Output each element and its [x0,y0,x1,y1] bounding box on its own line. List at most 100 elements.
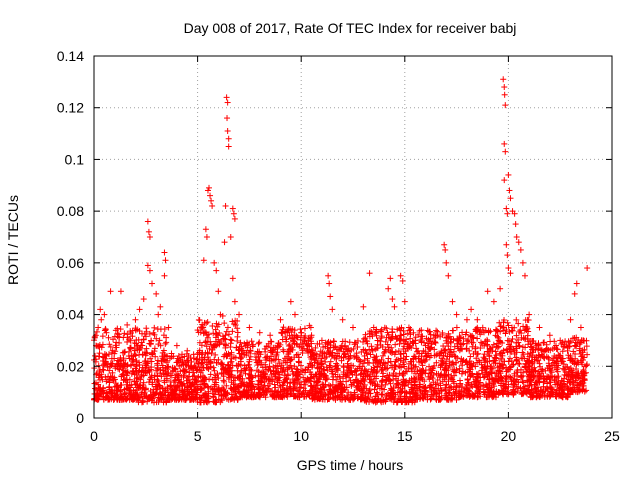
data-point [163,399,170,406]
data-point [262,394,269,401]
y-tick-label: 0.14 [57,48,84,64]
data-point [174,373,181,380]
data-point [209,322,216,329]
y-tick-label: 0.08 [57,203,84,219]
data-point [114,325,121,332]
data-point [196,366,203,373]
data-point [130,356,137,363]
data-point [105,334,112,341]
data-point [230,354,237,361]
data-point [269,391,276,398]
data-point [158,373,165,380]
data-point [122,348,129,355]
data-point [255,350,262,357]
data-point [248,338,255,345]
data-point [255,340,262,347]
data-point [103,351,110,358]
data-point [213,331,220,338]
data-point [193,378,200,385]
data-point [153,335,160,342]
data-point [158,396,165,403]
data-point [128,352,135,359]
data-point [229,328,236,335]
data-point [230,381,237,388]
data-points [91,76,591,406]
data-point [220,386,227,393]
data-point [264,382,271,389]
data-point [123,376,130,383]
data-point [141,358,148,365]
data-point [248,383,255,390]
data-point [150,390,157,397]
data-point [99,387,106,394]
data-point [239,375,246,382]
data-point [171,365,178,372]
data-point [236,376,243,383]
data-point [220,373,227,380]
data-point [142,362,149,369]
data-point [249,343,256,350]
data-point [165,392,172,399]
data-point [234,329,241,336]
data-point [126,336,133,343]
data-point [137,376,144,383]
data-point [114,330,121,337]
data-point [275,377,282,384]
data-point [270,356,277,363]
data-point [151,345,158,352]
data-point [253,391,260,398]
data-point [214,341,221,348]
data-point [100,393,107,400]
data-point [236,346,243,353]
data-point [222,342,229,349]
data-point [225,371,232,378]
data-point [239,347,246,354]
data-point [157,390,164,397]
data-point [159,362,166,369]
data-point [244,341,251,348]
data-point [257,392,264,399]
data-point [220,336,227,343]
data-point [240,388,247,395]
y-tick-label: 0.04 [57,307,84,323]
data-point [210,342,217,349]
data-point [225,376,232,383]
data-point [127,344,134,351]
data-point [221,335,228,342]
data-point [258,369,265,376]
data-point [208,350,215,357]
data-point [147,388,154,395]
data-point [190,369,197,376]
data-point [184,374,191,381]
data-point [116,339,123,346]
data-point [189,396,196,403]
data-point [157,342,164,349]
data-point [108,396,115,403]
data-point [117,326,124,333]
data-point [266,363,273,370]
data-point [241,391,248,398]
data-point [105,395,112,402]
data-point [151,376,158,383]
data-point [154,360,161,367]
data-point [144,394,151,401]
data-point [132,381,139,388]
data-point [210,330,217,337]
x-tick-label: 20 [501,428,517,444]
data-point [139,397,146,404]
data-point [215,321,222,328]
data-point [133,363,140,370]
data-point [197,364,204,371]
data-point [202,390,209,397]
data-point [96,341,103,348]
data-point [203,329,210,336]
data-point [124,331,131,338]
data-point [198,359,205,366]
data-point [272,376,279,383]
data-point [227,359,234,366]
data-point [222,392,229,399]
data-point [179,351,186,358]
data-point [204,383,211,390]
data-point [202,339,209,346]
y-tick-label: 0.06 [57,255,84,271]
